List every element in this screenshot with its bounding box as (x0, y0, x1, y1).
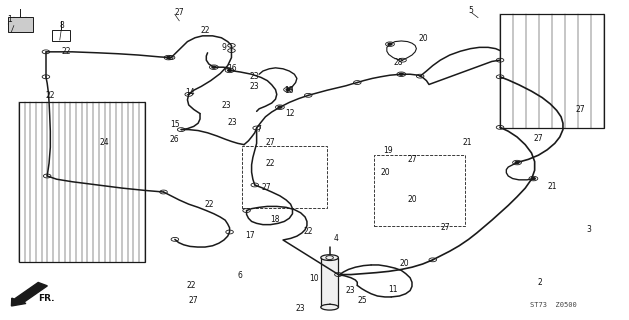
Text: 23: 23 (296, 304, 305, 313)
Text: 10: 10 (309, 274, 319, 283)
Text: 27: 27 (533, 134, 543, 143)
Text: 4: 4 (333, 234, 338, 243)
Text: 20: 20 (381, 168, 390, 177)
Bar (8, 17, 33, 32)
Text: 22: 22 (265, 159, 275, 168)
Text: 21: 21 (547, 182, 557, 191)
Text: 19: 19 (384, 146, 393, 155)
Text: 27: 27 (265, 138, 275, 147)
Bar (500, 14, 604, 128)
Text: 5: 5 (469, 6, 474, 15)
Text: 27: 27 (576, 105, 585, 114)
Text: 22: 22 (200, 26, 209, 35)
Text: 8: 8 (60, 21, 65, 30)
Bar (19, 102, 145, 262)
Circle shape (212, 66, 216, 68)
Text: ST73  Z0500: ST73 Z0500 (530, 302, 577, 308)
Text: 17: 17 (245, 231, 255, 240)
FancyArrow shape (11, 283, 47, 306)
Text: 2: 2 (538, 278, 543, 287)
Text: 6: 6 (238, 271, 243, 280)
Text: 23: 23 (249, 82, 259, 91)
Text: 3: 3 (586, 225, 591, 234)
Text: 21: 21 (462, 138, 472, 147)
Circle shape (286, 89, 290, 91)
Text: 14: 14 (186, 88, 195, 97)
Text: 9: 9 (221, 43, 226, 52)
Text: FR.: FR. (38, 294, 54, 303)
Text: 22: 22 (204, 200, 214, 209)
Circle shape (228, 69, 231, 71)
Text: 20: 20 (399, 259, 409, 268)
Text: 12: 12 (285, 109, 294, 118)
Text: 22: 22 (61, 47, 70, 56)
Text: 24: 24 (99, 138, 109, 147)
Circle shape (399, 73, 403, 75)
Text: 28: 28 (393, 58, 403, 67)
Text: 13: 13 (284, 86, 294, 95)
Circle shape (278, 106, 282, 108)
Text: 23: 23 (249, 72, 259, 81)
Text: 23: 23 (228, 118, 237, 127)
Bar (52, 30, 70, 41)
Text: 25: 25 (357, 296, 367, 305)
Text: 27: 27 (440, 223, 450, 232)
Text: 23: 23 (346, 286, 355, 295)
Text: 16: 16 (228, 64, 237, 73)
Text: 27: 27 (261, 183, 270, 192)
Circle shape (388, 43, 392, 45)
Text: 27: 27 (175, 8, 184, 17)
Circle shape (532, 178, 535, 180)
Text: 11: 11 (388, 285, 398, 294)
Text: 20: 20 (418, 34, 428, 43)
Circle shape (515, 162, 519, 164)
Text: 7: 7 (257, 125, 262, 134)
Text: 22: 22 (45, 92, 55, 100)
Text: 27: 27 (189, 296, 198, 305)
Bar (321, 258, 338, 307)
Text: 15: 15 (170, 120, 179, 129)
Circle shape (167, 57, 170, 59)
Text: 18: 18 (270, 215, 280, 224)
Text: 1: 1 (8, 15, 13, 24)
Text: 22: 22 (304, 228, 313, 236)
Bar (374, 155, 465, 226)
Ellipse shape (321, 255, 338, 260)
Text: 22: 22 (187, 281, 196, 290)
Text: 20: 20 (408, 196, 417, 204)
Ellipse shape (321, 304, 338, 310)
Text: 27: 27 (408, 155, 417, 164)
Text: 26: 26 (170, 135, 179, 144)
Text: 23: 23 (221, 101, 231, 110)
Bar (242, 146, 327, 208)
